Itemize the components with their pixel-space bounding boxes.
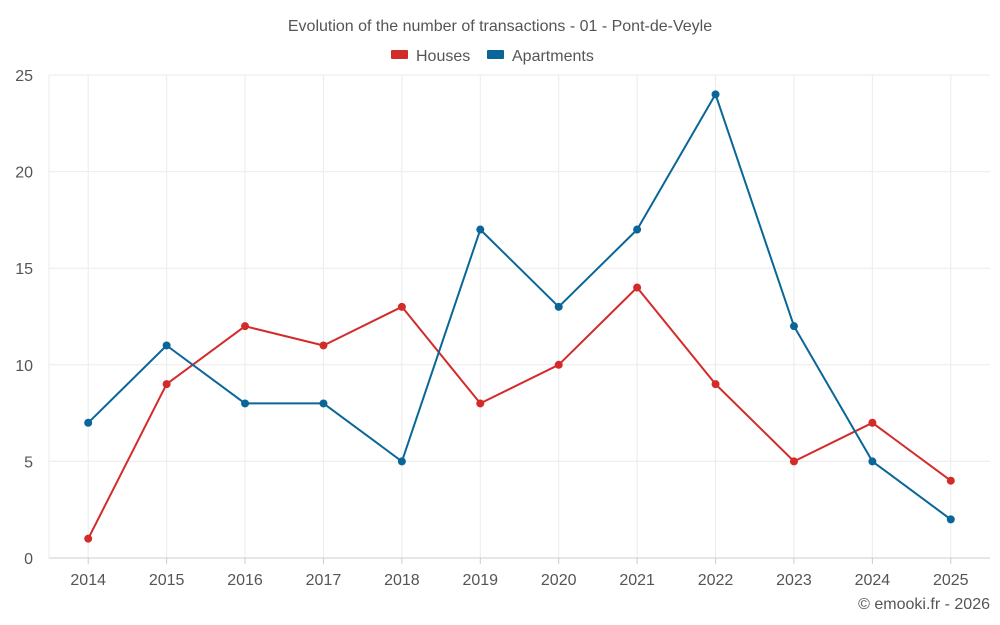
data-point-houses[interactable] — [84, 534, 93, 543]
y-tick-label: 10 — [15, 358, 33, 375]
data-point-apartments[interactable] — [711, 90, 720, 99]
x-tick-label: 2022 — [698, 572, 734, 589]
x-tick-label: 2016 — [227, 572, 263, 589]
data-point-apartments[interactable] — [946, 515, 955, 524]
grid — [48, 74, 990, 558]
y-tick-label: 15 — [15, 261, 33, 278]
y-tick-label: 0 — [24, 551, 33, 568]
series — [84, 90, 955, 543]
x-tick-label: 2023 — [776, 572, 812, 589]
data-point-apartments[interactable] — [162, 341, 171, 350]
data-point-houses[interactable] — [241, 322, 250, 331]
x-tick-label: 2018 — [384, 572, 420, 589]
data-point-apartments[interactable] — [397, 457, 406, 466]
x-tick-label: 2019 — [462, 572, 498, 589]
data-point-apartments[interactable] — [319, 399, 328, 408]
x-tick-label: 2024 — [855, 572, 891, 589]
data-point-apartments[interactable] — [476, 225, 485, 234]
data-point-apartments[interactable] — [868, 457, 877, 466]
legend-label-houses[interactable]: Houses — [416, 48, 470, 65]
x-tick-label: 2025 — [933, 572, 969, 589]
data-point-houses[interactable] — [319, 341, 328, 350]
y-tick-label: 20 — [15, 165, 33, 182]
series-houses — [84, 283, 955, 543]
data-point-apartments[interactable] — [633, 225, 642, 234]
series-line-apartments — [87, 93, 952, 521]
x-tick-label: 2020 — [541, 572, 577, 589]
x-tick-label: 2014 — [70, 572, 106, 589]
x-tick-label: 2017 — [306, 572, 342, 589]
data-point-houses[interactable] — [711, 380, 720, 389]
data-point-houses[interactable] — [162, 380, 171, 389]
legend: Houses Apartments — [391, 48, 594, 65]
data-point-houses[interactable] — [789, 457, 798, 466]
data-point-apartments[interactable] — [789, 322, 798, 331]
data-point-apartments[interactable] — [84, 418, 93, 427]
data-point-houses[interactable] — [633, 283, 642, 292]
legend-label-apartments[interactable]: Apartments — [512, 48, 594, 65]
legend-swatch-houses[interactable] — [391, 50, 408, 59]
credit-text: © emooki.fr - 2026 — [858, 596, 990, 613]
y-tick-label: 5 — [24, 454, 33, 471]
y-tick-label: 25 — [15, 68, 33, 85]
series-line-houses — [87, 286, 952, 540]
data-point-houses[interactable] — [476, 399, 485, 408]
data-point-houses[interactable] — [397, 302, 406, 311]
data-point-apartments[interactable] — [554, 302, 563, 311]
chart-title: Evolution of the number of transactions … — [288, 18, 712, 35]
data-point-houses[interactable] — [868, 418, 877, 427]
series-apartments — [84, 90, 955, 524]
legend-swatch-apartments[interactable] — [487, 50, 504, 59]
data-point-apartments[interactable] — [241, 399, 250, 408]
data-point-houses[interactable] — [554, 360, 563, 369]
data-point-houses[interactable] — [946, 476, 955, 485]
x-tick-label: 2015 — [149, 572, 185, 589]
x-tick-label: 2021 — [619, 572, 655, 589]
